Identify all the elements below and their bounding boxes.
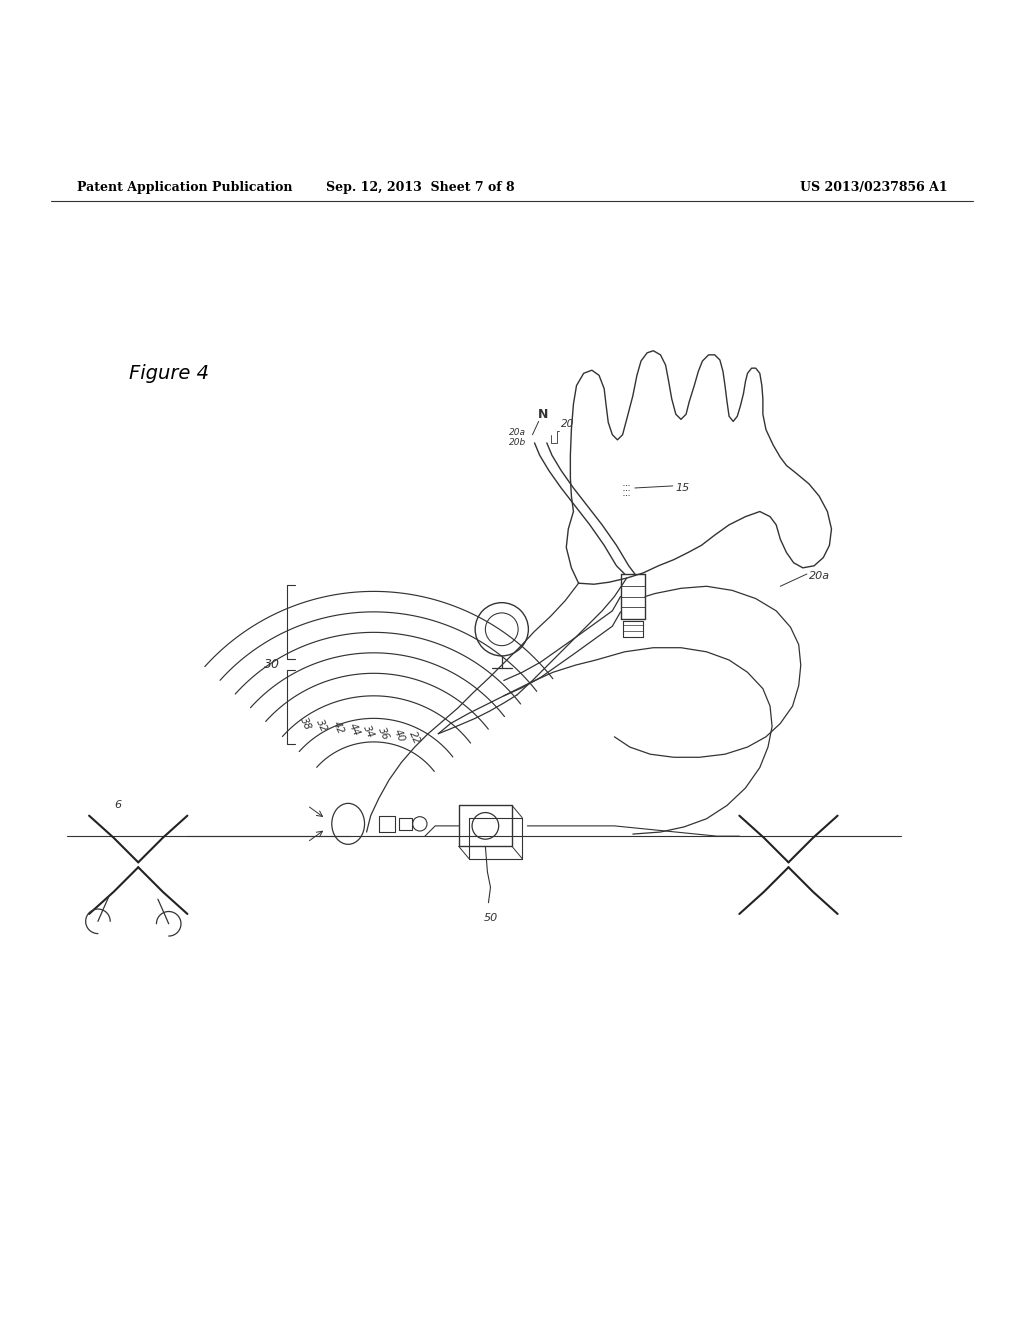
Text: Figure 4: Figure 4 xyxy=(129,364,209,383)
Text: 20a: 20a xyxy=(809,572,830,581)
Text: 6: 6 xyxy=(115,800,121,810)
Text: 36: 36 xyxy=(377,726,391,742)
Text: 15: 15 xyxy=(676,483,690,492)
Text: US 2013/0237856 A1: US 2013/0237856 A1 xyxy=(800,181,947,194)
Text: Sep. 12, 2013  Sheet 7 of 8: Sep. 12, 2013 Sheet 7 of 8 xyxy=(326,181,514,194)
Text: 50: 50 xyxy=(483,913,498,923)
Text: 32: 32 xyxy=(314,717,329,734)
Text: 38: 38 xyxy=(298,715,312,731)
Text: 44: 44 xyxy=(347,722,361,738)
Text: 22: 22 xyxy=(408,730,422,746)
Text: Patent Application Publication: Patent Application Publication xyxy=(77,181,292,194)
Text: 20a: 20a xyxy=(509,428,525,437)
Text: N: N xyxy=(538,408,548,421)
Text: 42: 42 xyxy=(331,719,345,735)
Text: 34: 34 xyxy=(361,723,376,739)
Text: 40: 40 xyxy=(392,727,407,744)
Text: 30: 30 xyxy=(264,659,281,671)
Text: 20: 20 xyxy=(561,420,574,429)
Text: 20b: 20b xyxy=(509,438,525,447)
